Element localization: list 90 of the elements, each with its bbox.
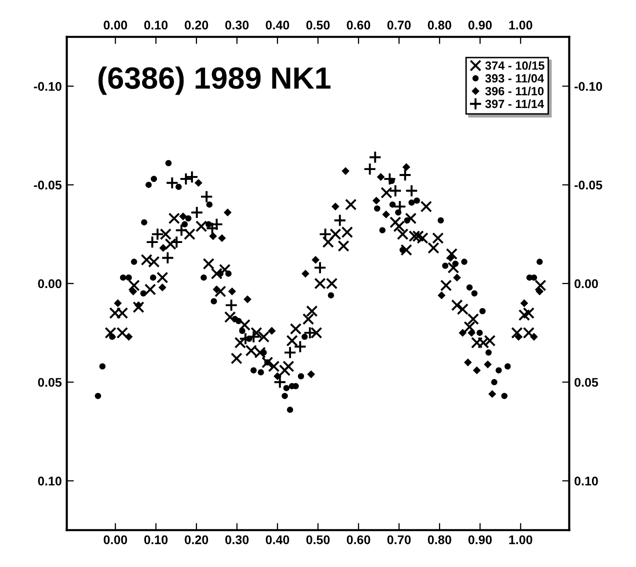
point <box>388 184 402 198</box>
point <box>161 251 174 264</box>
point <box>129 288 138 296</box>
point <box>274 372 282 380</box>
x2-tick-label: 0.00 <box>104 20 128 30</box>
point <box>484 360 492 368</box>
legend-label: 397 - 11/14 <box>485 99 544 108</box>
point <box>244 295 252 304</box>
point <box>536 288 544 296</box>
x-tick-label: 0.40 <box>266 535 290 544</box>
y2-tick-label: 0.05 <box>574 378 598 387</box>
x2-tick-label: 1.00 <box>509 20 532 30</box>
x2-tick-label: 0.60 <box>346 20 370 30</box>
x-tick-label: 0.80 <box>428 535 452 544</box>
x2-tick-label: 0.10 <box>144 20 168 30</box>
point <box>530 332 538 341</box>
legend-label: 393 - 11/04 <box>485 74 544 83</box>
point <box>114 299 122 308</box>
point <box>405 184 418 198</box>
x2-tick-label: 0.40 <box>266 20 290 30</box>
y2-tick-label: -0.05 <box>574 180 602 190</box>
point <box>333 214 346 227</box>
point <box>200 190 214 204</box>
point <box>224 298 238 312</box>
point <box>302 270 310 278</box>
point <box>190 206 204 219</box>
point <box>212 286 220 294</box>
point <box>453 274 461 282</box>
point <box>247 330 260 344</box>
point <box>383 172 396 186</box>
y-tick-label: -0.05 <box>34 180 62 190</box>
x-tick-label: 0.20 <box>184 535 208 544</box>
x-tick-label: 1.00 <box>509 535 532 544</box>
point <box>158 284 166 292</box>
point <box>438 292 446 300</box>
x-tick-label: 0.10 <box>144 535 168 544</box>
point <box>377 173 385 181</box>
x-tick-label: 0.50 <box>306 535 330 544</box>
point <box>342 167 350 175</box>
point <box>372 196 380 204</box>
point <box>363 162 376 176</box>
x2-tick-label: 0.90 <box>468 20 492 30</box>
point <box>179 212 187 220</box>
point <box>458 329 466 337</box>
point <box>159 244 168 252</box>
point <box>464 358 472 366</box>
legend-label: 374 - 10/15 <box>485 61 544 70</box>
y-tick-label: 0.05 <box>38 378 62 387</box>
point <box>312 256 320 264</box>
point <box>446 254 454 262</box>
point <box>307 370 315 378</box>
y2-tick-label: 0.10 <box>574 476 598 486</box>
point <box>268 327 276 335</box>
legend-label: 396 - 11/10 <box>485 86 544 96</box>
point <box>468 329 476 337</box>
x2-tick-label: 0.30 <box>225 20 249 30</box>
x-tick-label: 0.30 <box>225 535 249 544</box>
point <box>332 202 340 210</box>
x-tick-label: 0.70 <box>387 535 411 544</box>
y-tick-label: 0.10 <box>38 476 62 486</box>
x-tick-label: 0.90 <box>468 535 492 544</box>
y2-tick-label: 0.00 <box>574 279 598 288</box>
point <box>398 168 412 182</box>
point <box>368 150 382 164</box>
x2-tick-label: 0.50 <box>306 20 330 30</box>
point <box>124 332 133 341</box>
x2-tick-label: 0.80 <box>428 20 452 30</box>
y2-tick-label: -0.10 <box>574 82 602 91</box>
point <box>382 210 390 218</box>
point <box>166 176 179 190</box>
x2-tick-label: 0.20 <box>184 20 208 30</box>
point <box>473 366 481 374</box>
point <box>228 288 236 296</box>
y-tick-label: -0.10 <box>34 82 62 91</box>
y-tick-label: 0.00 <box>38 279 62 288</box>
point <box>224 208 232 216</box>
point <box>313 261 327 274</box>
x2-tick-label: 0.70 <box>387 20 411 30</box>
point <box>514 332 522 341</box>
point <box>318 228 332 241</box>
point <box>520 299 528 308</box>
point <box>134 301 142 309</box>
point <box>209 232 217 240</box>
x-tick-label: 0.60 <box>346 535 370 544</box>
point <box>218 234 226 242</box>
point <box>488 390 496 398</box>
x-tick-label: 0.00 <box>104 535 128 544</box>
point <box>402 163 410 171</box>
point <box>194 179 202 187</box>
text: (6386) 1989 NK1 <box>98 66 330 95</box>
